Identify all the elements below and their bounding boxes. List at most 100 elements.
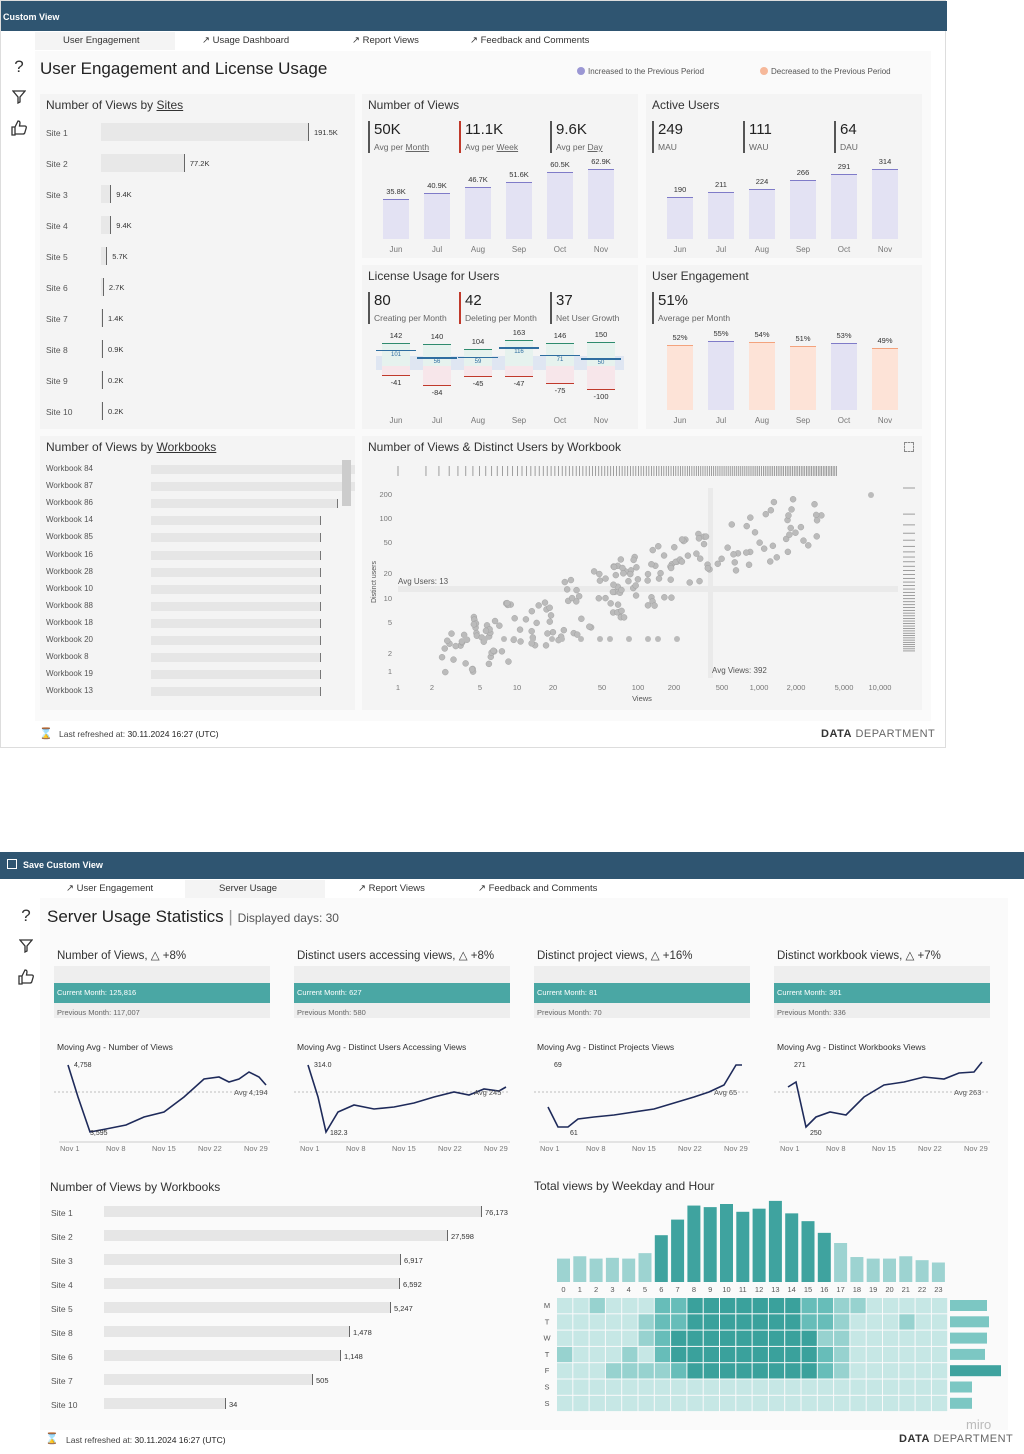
heat-cell — [785, 1298, 801, 1314]
kpi-sub: Avg per Day — [556, 142, 603, 152]
workbooks-link[interactable]: Workbooks — [156, 440, 217, 454]
deleted-bar — [423, 366, 451, 387]
tab-report-views[interactable]: ↗ Report Views — [358, 883, 425, 894]
workbook-value: 505 — [316, 1376, 329, 1385]
heat-cell — [671, 1379, 687, 1395]
hour-bar — [801, 1221, 815, 1282]
deleted-bar — [546, 366, 574, 384]
data-point — [773, 554, 780, 561]
data-point — [444, 637, 451, 644]
help-icon[interactable]: ? — [21, 906, 31, 925]
data-point — [491, 617, 499, 625]
heat-cell — [899, 1330, 915, 1346]
heat-cell — [817, 1314, 834, 1330]
data-point — [559, 636, 565, 642]
sites-link[interactable]: Sites — [156, 98, 184, 112]
data-point — [542, 642, 550, 649]
site-value: 1.4K — [108, 314, 124, 323]
workbook-label: Site 3 — [51, 1256, 73, 1266]
thumbs-up-icon[interactable] — [16, 968, 36, 991]
x-tick: 5 — [478, 683, 482, 692]
hour-bar — [654, 1235, 668, 1282]
panel-title: Number of Views by Workbooks — [50, 1180, 221, 1194]
y-tick: 20 — [384, 569, 392, 578]
min-label: 61 — [570, 1130, 578, 1137]
filter-icon[interactable] — [9, 89, 29, 109]
workbook-label: Site 6 — [51, 1352, 73, 1362]
data-point — [732, 567, 740, 574]
x-tick: 2 — [430, 683, 434, 692]
data-point — [448, 630, 455, 637]
tab-feedback[interactable]: ↗ Feedback and Comments — [470, 35, 590, 46]
heat-cell — [866, 1363, 882, 1379]
header-title: Custom View — [3, 12, 60, 22]
data-point — [549, 636, 555, 642]
site-bar — [101, 185, 112, 203]
tab-user-engagement[interactable]: ↗ User Engagement — [66, 883, 154, 894]
created-label: 163 — [512, 328, 526, 337]
workbook-value: 6,592 — [403, 1280, 422, 1289]
deleted-label: -41 — [390, 377, 402, 387]
tab-report-views[interactable]: ↗ Report Views — [352, 35, 419, 46]
heat-cell — [899, 1314, 915, 1330]
page-title: Server Usage Statistics | Displayed days… — [47, 907, 339, 926]
bar — [588, 168, 614, 239]
scatter-chart: 200 100 50 20 10 5 2 11 2 5 10 20 50 100 200 500 1,000 2,… — [371, 466, 915, 703]
data-point — [452, 642, 459, 650]
heat-cell — [703, 1314, 719, 1330]
expand-icon[interactable] — [904, 442, 914, 452]
kpi-title: Distinct project views, △ +16% — [537, 950, 693, 962]
tab-server-usage[interactable]: Server Usage — [185, 880, 325, 898]
data-point — [674, 636, 680, 642]
data-point — [743, 549, 750, 556]
data-point — [678, 558, 686, 565]
tab-usage-dashboard[interactable]: ↗ Usage Dashboard — [202, 35, 290, 46]
heat-cell — [573, 1330, 589, 1346]
data-point — [610, 581, 617, 588]
kpi-link[interactable]: Week — [496, 142, 519, 152]
kpi-link[interactable]: Month — [405, 142, 430, 152]
tab-feedback[interactable]: ↗ Feedback and Comments — [478, 883, 598, 894]
data-point — [632, 582, 639, 589]
kpi-title: Number of Views, △ +8% — [57, 950, 187, 962]
site-bar — [101, 247, 108, 265]
data-point — [620, 570, 627, 577]
heat-cell — [703, 1298, 719, 1314]
workbook-bar — [151, 584, 321, 594]
help-icon[interactable]: ? — [14, 57, 24, 76]
bar — [872, 348, 898, 410]
kpi-link[interactable]: Day — [587, 142, 603, 152]
kpi-title: Distinct workbook views, △ +7% — [777, 950, 941, 962]
scrollbar[interactable] — [342, 460, 351, 506]
bar — [667, 196, 693, 239]
hour-tick: 15 — [804, 1285, 812, 1294]
workbook-label: Site 4 — [51, 1280, 73, 1290]
heat-cell — [671, 1298, 687, 1314]
workbook-bar — [151, 567, 321, 577]
heat-cell — [834, 1363, 850, 1379]
data-point — [788, 506, 795, 513]
hour-bar — [557, 1258, 570, 1282]
moving-avg-title: Moving Avg - Distinct Users Accessing Vi… — [297, 1042, 467, 1052]
heat-cell — [931, 1346, 948, 1363]
data-point — [619, 564, 626, 572]
save-custom-view[interactable]: Save Custom View — [23, 860, 103, 870]
avg-label: Avg 263 — [954, 1088, 982, 1097]
site-bar — [101, 371, 103, 389]
data-point — [702, 533, 710, 540]
site-bar — [101, 340, 103, 358]
heat-cell — [573, 1314, 589, 1330]
heat-cell — [931, 1330, 948, 1346]
tab-user-engagement[interactable]: User Engagement — [35, 32, 175, 50]
data-point — [595, 595, 602, 602]
data-point — [756, 539, 763, 546]
hour-bar — [703, 1207, 717, 1282]
heat-cell — [817, 1395, 834, 1412]
thumbs-up-icon[interactable] — [9, 119, 29, 142]
bar-label: 291 — [837, 162, 851, 172]
heat-cell — [622, 1298, 638, 1314]
heat-cell — [736, 1395, 752, 1412]
filter-icon[interactable] — [16, 938, 36, 958]
save-icon[interactable] — [7, 859, 17, 869]
data-point — [586, 623, 593, 630]
